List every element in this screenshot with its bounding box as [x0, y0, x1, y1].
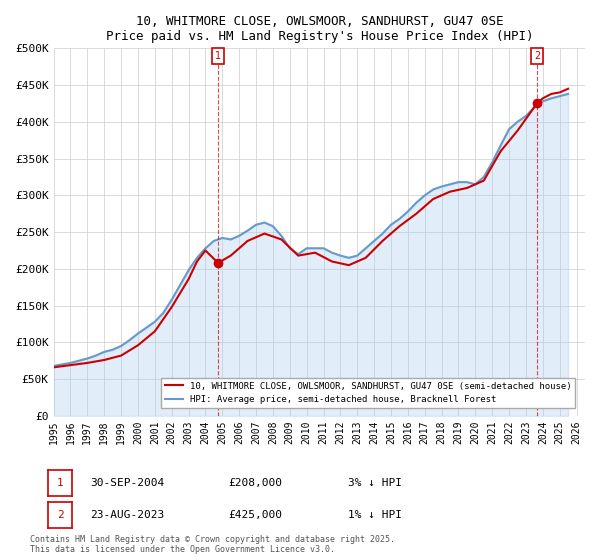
Text: 23-AUG-2023: 23-AUG-2023 — [90, 510, 164, 520]
Text: £425,000: £425,000 — [228, 510, 282, 520]
Text: 3% ↓ HPI: 3% ↓ HPI — [348, 478, 402, 488]
Text: 1% ↓ HPI: 1% ↓ HPI — [348, 510, 402, 520]
Legend: 10, WHITMORE CLOSE, OWLSMOOR, SANDHURST, GU47 0SE (semi-detached house), HPI: Av: 10, WHITMORE CLOSE, OWLSMOOR, SANDHURST,… — [161, 378, 575, 408]
Text: Contains HM Land Registry data © Crown copyright and database right 2025.
This d: Contains HM Land Registry data © Crown c… — [30, 535, 395, 554]
Text: 1: 1 — [215, 51, 221, 60]
Text: 1: 1 — [56, 478, 64, 488]
Text: 2: 2 — [56, 510, 64, 520]
Title: 10, WHITMORE CLOSE, OWLSMOOR, SANDHURST, GU47 0SE
Price paid vs. HM Land Registr: 10, WHITMORE CLOSE, OWLSMOOR, SANDHURST,… — [106, 15, 533, 43]
Text: 2: 2 — [534, 51, 540, 60]
Text: £208,000: £208,000 — [228, 478, 282, 488]
Text: 30-SEP-2004: 30-SEP-2004 — [90, 478, 164, 488]
